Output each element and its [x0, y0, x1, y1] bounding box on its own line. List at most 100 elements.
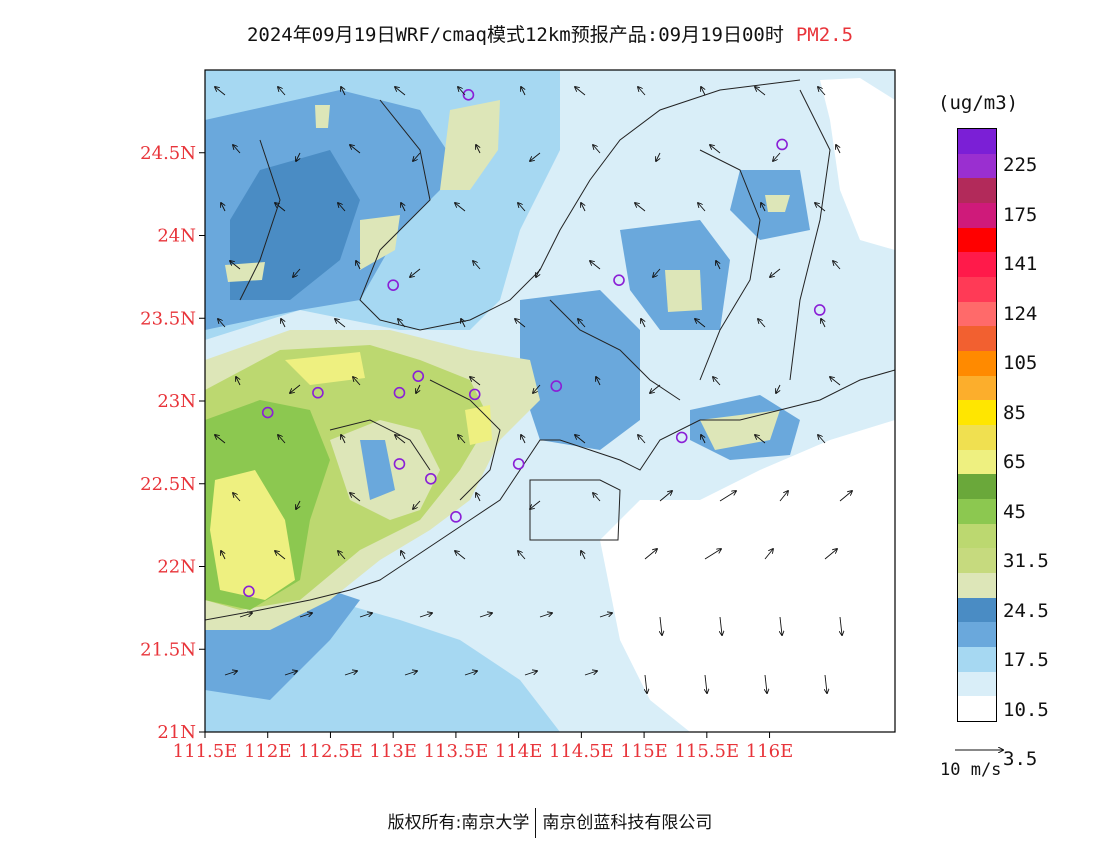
wind-arrow: [776, 384, 780, 393]
legend-swatch: [958, 301, 996, 327]
wind-arrow: [770, 268, 781, 277]
wind-arrow: [476, 145, 480, 154]
wind-arrow: [638, 87, 646, 96]
wind-arrow: [638, 435, 646, 444]
wind-arrow: [701, 435, 705, 444]
wind-arrow: [824, 549, 837, 560]
legend-swatch: [958, 696, 996, 722]
wind-arrow: [653, 268, 661, 277]
wind-arrow: [645, 674, 647, 693]
wind-arrow: [398, 319, 406, 328]
wind-arrow: [818, 435, 826, 444]
wind-arrow: [518, 551, 526, 560]
wind-arrow: [764, 549, 773, 560]
wind-arrow: [458, 87, 466, 96]
wind-arrow: [401, 203, 405, 212]
wind-arrow: [464, 671, 477, 676]
wind-arrow: [353, 377, 361, 386]
wind-arrow: [539, 613, 552, 618]
title-text: 2024年09月19日WRF/cmaq模式12km预报产品:09月19日00时: [246, 24, 784, 46]
wind-arrow: [233, 145, 241, 154]
wind-arrow: [215, 435, 226, 444]
wind-arrow: [575, 435, 586, 444]
wind-arrow: [296, 500, 300, 509]
wind-arrow: [644, 549, 657, 560]
station-marker: [393, 458, 406, 470]
wind-arrow: [233, 493, 241, 502]
wind-arrow: [278, 87, 286, 96]
legend-swatch: [958, 252, 996, 278]
monitoring-stations: [243, 89, 826, 598]
legend-swatch: [958, 449, 996, 475]
station-marker: [613, 274, 625, 286]
wind-arrow: [476, 493, 480, 502]
legend-label: 225: [1003, 154, 1038, 177]
lat-tick-label: 22N: [157, 557, 196, 578]
wind-arrow: [704, 549, 721, 560]
wind-arrow: [818, 87, 826, 96]
wind-arrow: [761, 203, 765, 212]
legend-swatch: [958, 129, 996, 154]
wind-arrow: [275, 551, 286, 560]
color-legend: [957, 128, 997, 722]
station-marker: [550, 380, 563, 392]
station-marker: [450, 511, 462, 523]
legend-label: 65: [1003, 451, 1026, 474]
legend-label: 141: [1003, 253, 1038, 276]
wind-arrow: [656, 152, 660, 161]
wind-arrow: [404, 671, 417, 676]
wind-arrow: [356, 261, 360, 270]
axis-ticks: 21N 21.5N 22N 22.5N 23N 23.5N 24N 24.5N 111.5E 11…: [140, 143, 793, 762]
legend-label: 31.5: [1003, 550, 1049, 573]
wind-arrow: [275, 203, 286, 212]
wind-arrow: [521, 435, 525, 444]
wind-arrow: [419, 613, 432, 618]
wind-arrow: [641, 319, 645, 328]
wind-arrow: [833, 261, 841, 270]
lon-tick-label: 114E: [495, 741, 543, 762]
station-marker: [393, 386, 406, 399]
wind-arrow: [455, 203, 466, 212]
lon-tick-label: 112.5E: [298, 741, 363, 762]
wind-arrow: [773, 152, 781, 161]
lon-tick-label: 115E: [620, 741, 668, 762]
legend-swatch: [958, 400, 996, 426]
legend-label: 10.5: [1003, 698, 1049, 721]
legend-label: 3.5: [1003, 748, 1038, 771]
wind-arrow: [344, 671, 357, 676]
wind-arrow: [635, 203, 646, 212]
wind-arrow: [815, 203, 826, 212]
wind-arrow: [713, 377, 721, 386]
wind-arrow: [720, 616, 722, 635]
wind-arrow: [284, 671, 297, 676]
legend-labels: 225 175 141 124 105 85 65 45 31.5 24.5 17.5 10.5 3.5: [1003, 128, 1083, 770]
wind-arrow: [765, 674, 767, 693]
wind-arrow: [281, 319, 285, 328]
wind-arrow: [530, 500, 541, 509]
wind-arrow: [350, 493, 361, 502]
legend-swatch: [958, 474, 996, 500]
wind-arrow: [299, 613, 312, 618]
wind-arrow: [455, 551, 466, 560]
wind-arrow: [575, 87, 586, 96]
wind-arrow: [659, 491, 672, 502]
wind-arrow: [716, 261, 720, 270]
wind-arrow: [401, 551, 405, 560]
wind-arrow: [596, 377, 600, 386]
wind-arrow: [221, 203, 225, 212]
wind-arrow: [530, 152, 541, 161]
wind-arrow: [599, 613, 612, 618]
legend-swatch: [958, 573, 996, 598]
wind-arrow: [518, 203, 526, 212]
wind-arrow: [840, 616, 842, 635]
legend-swatch: [958, 425, 996, 450]
legend-label: 45: [1003, 500, 1026, 523]
legend-swatch: [958, 227, 996, 253]
lon-tick-label: 115.5E: [674, 741, 739, 762]
wind-arrow: [290, 384, 301, 393]
wind-arrow: [278, 435, 286, 444]
wind-arrow: [413, 500, 421, 509]
station-marker: [243, 585, 255, 598]
pm25-field: [205, 70, 895, 732]
